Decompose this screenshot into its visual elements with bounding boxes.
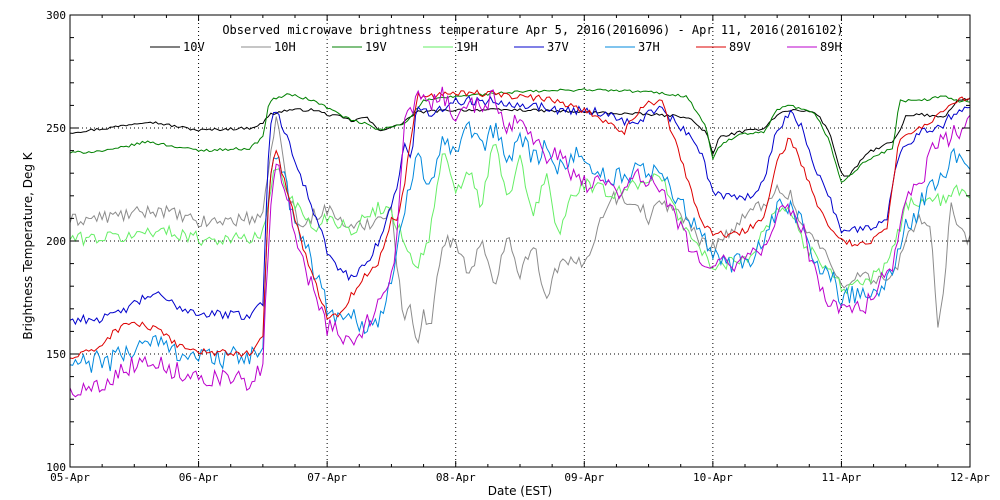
- series-10v-line: [69, 97, 971, 177]
- series-10h-line: [69, 116, 971, 345]
- chart-title: Observed microwave brightness temperatur…: [222, 23, 843, 37]
- series-89h-line: [69, 86, 971, 398]
- y-tick-label: 100: [46, 461, 66, 474]
- x-tick-label: 11-Apr: [822, 471, 862, 484]
- legend-89h-label: 89H: [820, 40, 842, 54]
- x-tick-label: 07-Apr: [307, 471, 347, 484]
- series-37h-line: [69, 120, 971, 373]
- legend: 10V 10H 19V 19H 37V 37H 89V 89H: [150, 40, 842, 54]
- ticks: 05-Apr 06-Apr 07-Apr 08-Apr 09-Apr 10-Apr 11-A…: [46, 9, 990, 484]
- legend-10h-label: 10H: [274, 40, 296, 54]
- legend-37h-label: 37H: [638, 40, 660, 54]
- series-19v-line: [69, 88, 971, 184]
- y-tick-label: 300: [46, 9, 66, 22]
- y-tick-label: 150: [46, 348, 66, 361]
- x-tick-label: 05-Apr: [50, 471, 90, 484]
- x-tick-label: 08-Apr: [436, 471, 476, 484]
- grid: [70, 15, 970, 467]
- x-tick-label: 06-Apr: [179, 471, 219, 484]
- y-tick-label: 200: [46, 235, 66, 248]
- x-tick-label: 12-Apr: [950, 471, 990, 484]
- legend-10v-label: 10V: [183, 40, 205, 54]
- legend-37v-label: 37V: [547, 40, 569, 54]
- y-tick-label: 250: [46, 122, 66, 135]
- series-layer: [69, 86, 971, 398]
- x-tick-label: 09-Apr: [564, 471, 604, 484]
- series-19h-line: [69, 143, 971, 295]
- x-axis-label: Date (EST): [488, 484, 552, 498]
- legend-19v-label: 19V: [365, 40, 387, 54]
- y-axis-label: Brightness Temperature, Deg K: [21, 151, 35, 339]
- legend-89v-label: 89V: [729, 40, 751, 54]
- series-37v-line: [69, 95, 971, 326]
- x-tick-label: 10-Apr: [693, 471, 733, 484]
- legend-19h-label: 19H: [456, 40, 478, 54]
- series-89v-line: [69, 89, 971, 360]
